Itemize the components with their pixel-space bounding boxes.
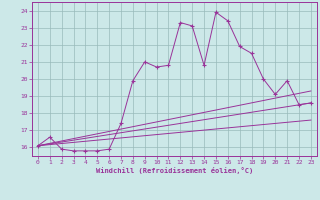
X-axis label: Windchill (Refroidissement éolien,°C): Windchill (Refroidissement éolien,°C) bbox=[96, 167, 253, 174]
